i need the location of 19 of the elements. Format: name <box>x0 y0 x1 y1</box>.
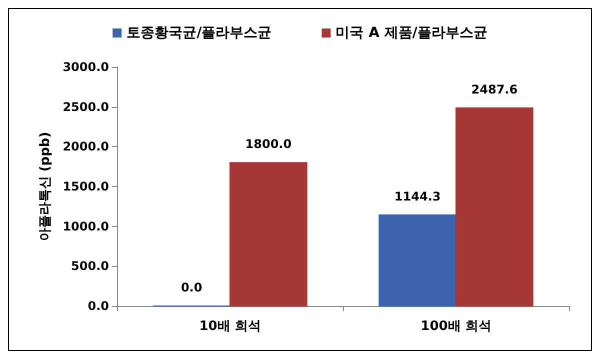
data-label: 0.0 <box>180 280 202 294</box>
bar <box>230 162 308 306</box>
data-label: 1144.3 <box>394 189 441 204</box>
bar <box>378 214 456 306</box>
data-label: 1800.0 <box>245 137 292 152</box>
y-tick-label: 500.0 <box>71 259 109 274</box>
x-tick-label: 100배 희석 <box>420 319 492 334</box>
bar <box>456 107 534 306</box>
x-tick-label: 10배 희석 <box>199 319 261 334</box>
y-tick-label: 1500.0 <box>62 180 109 194</box>
data-label: 2487.6 <box>471 82 518 96</box>
legend-label: 미국 A 제품/플라부스균 <box>336 25 488 41</box>
legend-label: 토종황국균/플라부스균 <box>126 25 272 41</box>
y-tick-label: 0.0 <box>88 299 109 313</box>
y-tick-label: 3000.0 <box>62 60 109 74</box>
y-tick-label: 1000.0 <box>62 219 109 234</box>
y-tick-label: 2500.0 <box>62 100 109 114</box>
y-tick-label: 2000.0 <box>62 140 109 154</box>
y-axis-title: 아플라톡신 (ppb) <box>38 132 53 242</box>
